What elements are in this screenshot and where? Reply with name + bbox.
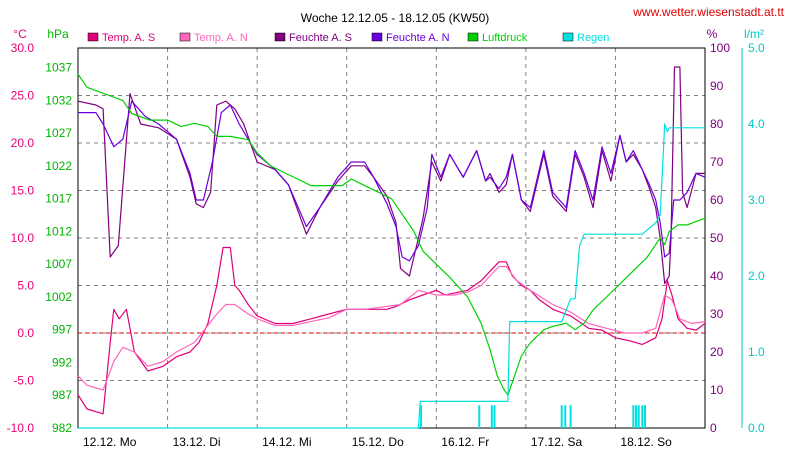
legend-label: Temp. A. S — [102, 32, 155, 44]
legend-label: Regen — [577, 32, 609, 44]
tick-label-temperature: 0.0 — [17, 326, 34, 340]
tick-label-pressure: 982 — [52, 421, 72, 435]
series-line-feuchte-a-s — [77, 66, 705, 285]
axis-unit-rain: l/m² — [744, 27, 764, 41]
x-tick-label: 13.12. Di — [173, 435, 221, 449]
series-line-temp-a-s — [77, 246, 706, 415]
series-line-feuchte-a-n — [78, 100, 706, 262]
tick-label-humidity: 50 — [710, 231, 724, 245]
tick-label-temperature: -10.0 — [7, 421, 35, 435]
tick-label-pressure: 1012 — [45, 224, 72, 238]
legend: Temp. A. S Temp. A. N Feuchte A. S Feuchte … — [87, 32, 609, 44]
tick-label-rain: 2.0 — [748, 269, 765, 283]
tick-label-humidity: 10 — [710, 383, 724, 397]
legend-swatch — [371, 32, 383, 42]
tick-label-pressure: 1007 — [45, 257, 72, 271]
tick-label-rain: 5.0 — [748, 41, 765, 55]
series-line-luftdruck — [77, 73, 706, 396]
series-line-regen — [78, 123, 705, 429]
legend-label: Temp. A. N — [194, 32, 248, 44]
tick-label-humidity: 90 — [710, 79, 724, 93]
axis-unit-temperature: °C — [13, 27, 27, 41]
tick-label-humidity: 70 — [710, 155, 724, 169]
legend-swatch — [87, 32, 99, 42]
legend-label: Feuchte A. N — [386, 32, 450, 44]
tick-label-temperature: -5.0 — [13, 374, 34, 388]
tick-label-temperature: 5.0 — [17, 279, 34, 293]
series-layer — [77, 66, 706, 429]
series-line-temp-a-n — [77, 265, 706, 391]
legend-swatch — [467, 32, 479, 42]
tick-label-temperature: 15.0 — [11, 184, 35, 198]
legend-swatch — [179, 32, 191, 42]
chart-title: Woche 12.12.05 - 18.12.05 (KW50) — [301, 11, 490, 25]
tick-label-pressure: 1027 — [45, 126, 72, 140]
tick-label-humidity: 80 — [710, 117, 724, 131]
x-tick-label: 15.12. Do — [352, 435, 404, 449]
tick-label-temperature: 25.0 — [11, 89, 35, 103]
tick-label-pressure: 987 — [52, 388, 72, 402]
tick-label-humidity: 60 — [710, 193, 724, 207]
tick-label-rain: 3.0 — [748, 193, 765, 207]
x-tick-label: 18.12. So — [620, 435, 672, 449]
tick-label-humidity: 40 — [710, 269, 724, 283]
axis-labels: 30.0 25.0 20.0 15.0 10.0 5.0 0.0 -5.0 -10.0 1037 1… — [7, 27, 765, 449]
axis-unit-pressure: hPa — [47, 27, 69, 41]
tick-label-rain: 1.0 — [748, 345, 765, 359]
legend-swatch — [562, 32, 574, 42]
tick-label-pressure: 1032 — [45, 93, 72, 107]
legend-label: Luftdruck — [482, 32, 528, 44]
tick-label-humidity: 30 — [710, 307, 724, 321]
tick-label-temperature: 30.0 — [11, 41, 35, 55]
axis-unit-humidity: % — [707, 27, 718, 41]
x-tick-label: 12.12. Mo — [83, 435, 137, 449]
tick-label-humidity: 100 — [710, 41, 730, 55]
tick-label-temperature: 10.0 — [11, 231, 35, 245]
x-tick-label: 14.12. Mi — [262, 435, 311, 449]
tick-label-rain: 4.0 — [748, 117, 765, 131]
tick-label-pressure: 992 — [52, 355, 72, 369]
site-label: www.wetter.wiesenstadt.at.tt — [632, 5, 784, 19]
tick-label-temperature: 20.0 — [11, 136, 35, 150]
tick-label-pressure: 1002 — [45, 290, 72, 304]
tick-label-rain: 0.0 — [748, 421, 765, 435]
tick-label-humidity: 0 — [710, 421, 717, 435]
x-tick-label: 16.12. Fr — [441, 435, 489, 449]
legend-label: Feuchte A. S — [289, 32, 352, 44]
tick-label-pressure: 1017 — [45, 192, 72, 206]
tick-label-humidity: 20 — [710, 345, 724, 359]
tick-label-pressure: 1037 — [45, 61, 72, 75]
tick-label-pressure: 997 — [52, 323, 72, 337]
legend-swatch — [274, 32, 286, 42]
grid-lines — [78, 48, 705, 428]
tick-label-pressure: 1022 — [45, 159, 72, 173]
x-tick-label: 17.12. Sa — [531, 435, 583, 449]
